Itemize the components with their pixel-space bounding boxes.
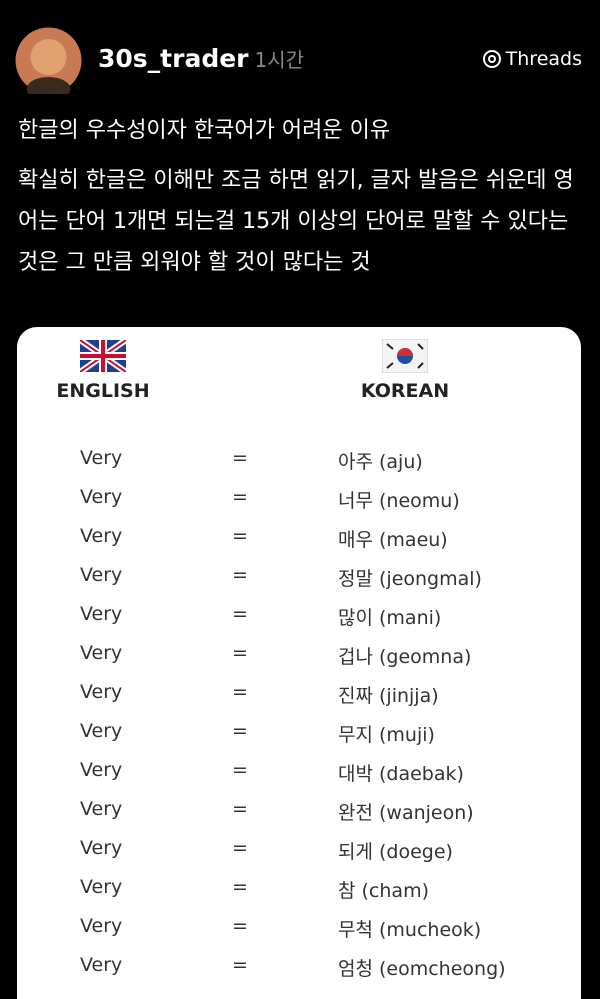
korean-word: 아주 (aju) <box>338 451 423 473</box>
equals-sign: = <box>232 876 248 898</box>
equals-sign: = <box>232 642 248 664</box>
english-word: Very <box>80 603 123 625</box>
korean-word: 정말 (jeongmal) <box>338 568 482 590</box>
english-word: Very <box>80 837 123 859</box>
column-header: ENGLISH <box>56 380 150 402</box>
post-body: 확실히 한글은 이해만 조금 하면 읽기, 글자 발음은 쉬운데 영어는 단어 … <box>18 168 574 275</box>
avatar[interactable] <box>15 27 82 94</box>
equals-sign: = <box>232 525 248 547</box>
korean-word: 많이 (mani) <box>338 607 442 629</box>
english-word: Very <box>80 915 123 937</box>
username[interactable]: 30s_trader <box>98 44 249 73</box>
equals-sign: = <box>232 681 248 703</box>
equals-sign: = <box>232 564 248 586</box>
korean-word: 완전 (wanjeon) <box>338 802 474 824</box>
brand-name: Threads <box>505 48 582 70</box>
english-word: Very <box>80 954 123 976</box>
english-word: Very <box>80 642 123 664</box>
korea-flag <box>382 339 428 373</box>
post-title: 한글의 우수성이자 한국어가 어려운 이유 <box>18 118 391 143</box>
column-header: KOREAN <box>360 380 450 402</box>
english-word: Very <box>80 720 123 742</box>
english-word: Very <box>80 486 123 508</box>
threads-logo <box>482 50 501 68</box>
equals-sign: = <box>232 720 248 742</box>
korean-word: 무지 (muji) <box>338 724 435 746</box>
english-word: Very <box>80 681 123 703</box>
english-word: Very <box>80 798 123 820</box>
username-row: 30s_trader 1시간 <box>98 44 304 73</box>
post-time: 1시간 <box>254 48 305 72</box>
english-word: Very <box>80 564 123 586</box>
english-word: Very <box>80 447 123 469</box>
korean-word: 너무 (neomu) <box>338 490 460 512</box>
korean-word: 참 (cham) <box>338 880 429 902</box>
equals-sign: = <box>232 798 248 820</box>
korean-word: 진짜 (jinjja) <box>338 685 439 707</box>
korean-word: 매우 (maeu) <box>338 529 448 551</box>
equals-sign: = <box>232 954 248 976</box>
uk-flag <box>80 340 126 372</box>
korean-word: 되게 (doege) <box>338 841 453 863</box>
korean-word: 대박 (daebak) <box>338 763 464 785</box>
equals-sign: = <box>232 603 248 625</box>
equals-sign: = <box>232 915 248 937</box>
english-word: Very <box>80 759 123 781</box>
english-word: Very <box>80 525 123 547</box>
korean-word: 겁나 (geomna) <box>338 646 472 668</box>
equals-sign: = <box>232 447 248 469</box>
equals-sign: = <box>232 837 248 859</box>
korean-word: 무척 (mucheok) <box>338 919 482 941</box>
image-card[interactable] <box>17 327 581 999</box>
korean-word: 엄청 (eomcheong) <box>338 958 506 980</box>
brand[interactable]: Threads <box>482 48 582 70</box>
equals-sign: = <box>232 486 248 508</box>
equals-sign: = <box>232 759 248 781</box>
english-word: Very <box>80 876 123 898</box>
